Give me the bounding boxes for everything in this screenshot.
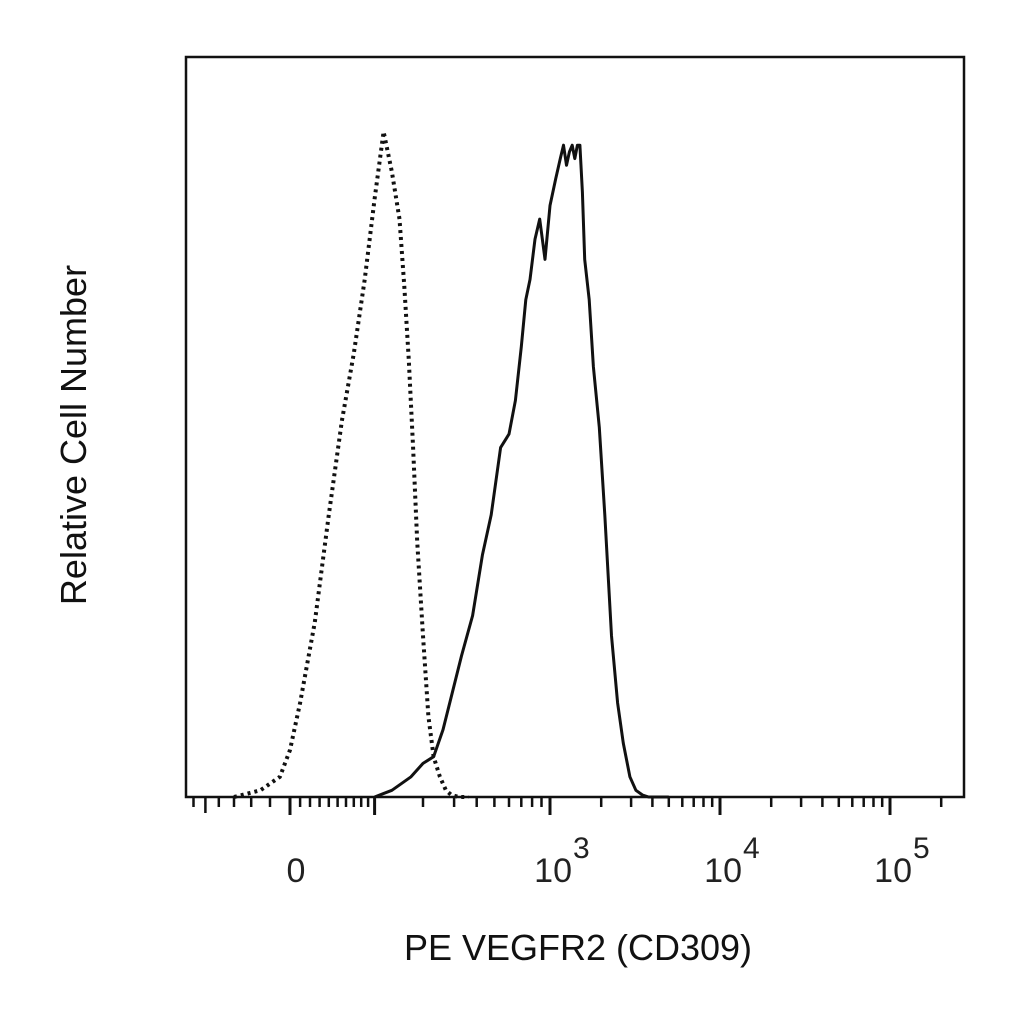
control-histogram-line xyxy=(233,129,469,799)
y-axis-title: Relative Cell Number xyxy=(53,265,94,605)
series-layer xyxy=(233,129,669,799)
stained-histogram-line xyxy=(374,143,669,799)
x-tick-label: 10 xyxy=(534,852,572,890)
x-axis-title: PE VEGFR2 (CD309) xyxy=(404,927,752,968)
x-tick-label: 0 xyxy=(287,852,306,890)
x-tick-label: 10 xyxy=(874,852,912,890)
x-axis-ticks xyxy=(192,797,943,815)
x-tick-label-exponent: 5 xyxy=(913,832,930,865)
x-tick-label: 10 xyxy=(704,852,742,890)
plot-frame xyxy=(184,55,966,799)
x-tick-label-exponent: 4 xyxy=(743,832,760,865)
x-tick-label-exponent: 3 xyxy=(573,832,590,865)
